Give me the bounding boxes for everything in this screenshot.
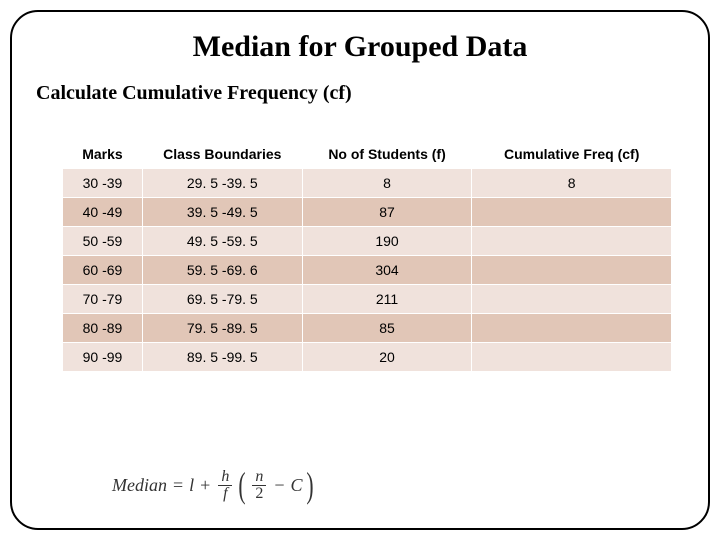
- cell-marks: 70 -79: [63, 285, 143, 314]
- cell-boundaries: 59. 5 -69. 6: [142, 256, 302, 285]
- cell-marks: 60 -69: [63, 256, 143, 285]
- cell-freq: 87: [302, 198, 472, 227]
- formula-two: 2: [252, 486, 266, 502]
- formula-plus: +: [200, 475, 210, 496]
- cell-marks: 90 -99: [63, 343, 143, 372]
- formula-f: f: [220, 486, 230, 502]
- cell-cf: [472, 314, 672, 343]
- table-row: 60 -69 59. 5 -69. 6 304: [63, 256, 672, 285]
- cell-boundaries: 89. 5 -99. 5: [142, 343, 302, 372]
- col-header-boundaries: Class Boundaries: [142, 140, 302, 169]
- cell-freq: 190: [302, 227, 472, 256]
- cell-boundaries: 39. 5 -49. 5: [142, 198, 302, 227]
- cell-freq: 85: [302, 314, 472, 343]
- cell-cf: 8: [472, 169, 672, 198]
- table-row: 90 -99 89. 5 -99. 5 20: [63, 343, 672, 372]
- table-row: 80 -89 79. 5 -89. 5 85: [63, 314, 672, 343]
- fraction-h-over-f: h f: [218, 469, 232, 502]
- cell-cf: [472, 343, 672, 372]
- left-paren-icon: (: [239, 471, 246, 500]
- formula-c: C: [290, 475, 302, 496]
- table-row: 50 -59 49. 5 -59. 5 190: [63, 227, 672, 256]
- formula-minus: −: [274, 475, 284, 496]
- cell-freq: 211: [302, 285, 472, 314]
- col-header-cf: Cumulative Freq (cf): [472, 140, 672, 169]
- page-title: Median for Grouped Data: [36, 30, 684, 64]
- cell-freq: 8: [302, 169, 472, 198]
- cell-cf: [472, 227, 672, 256]
- formula-eq: =: [173, 475, 183, 496]
- slide-frame: Median for Grouped Data Calculate Cumula…: [10, 10, 710, 530]
- cell-marks: 40 -49: [63, 198, 143, 227]
- table-row: 30 -39 29. 5 -39. 5 8 8: [63, 169, 672, 198]
- cell-boundaries: 49. 5 -59. 5: [142, 227, 302, 256]
- table-row: 70 -79 69. 5 -79. 5 211: [63, 285, 672, 314]
- right-paren-icon: ): [307, 471, 314, 500]
- cell-freq: 20: [302, 343, 472, 372]
- table-row: 40 -49 39. 5 -49. 5 87: [63, 198, 672, 227]
- median-formula: Median = l + h f ( n 2 − C ): [112, 469, 316, 502]
- formula-h: h: [218, 469, 232, 486]
- cell-marks: 80 -89: [63, 314, 143, 343]
- cell-boundaries: 29. 5 -39. 5: [142, 169, 302, 198]
- frequency-table: Marks Class Boundaries No of Students (f…: [62, 139, 672, 372]
- cell-marks: 30 -39: [63, 169, 143, 198]
- fraction-n-over-2: n 2: [252, 469, 266, 502]
- cell-cf: [472, 256, 672, 285]
- formula-n: n: [252, 469, 266, 486]
- cell-boundaries: 79. 5 -89. 5: [142, 314, 302, 343]
- formula-lhs: Median: [112, 475, 167, 496]
- col-header-freq: No of Students (f): [302, 140, 472, 169]
- formula-l: l: [189, 475, 194, 496]
- col-header-marks: Marks: [63, 140, 143, 169]
- table-header-row: Marks Class Boundaries No of Students (f…: [63, 140, 672, 169]
- cell-freq: 304: [302, 256, 472, 285]
- cell-marks: 50 -59: [63, 227, 143, 256]
- cell-cf: [472, 285, 672, 314]
- cell-boundaries: 69. 5 -79. 5: [142, 285, 302, 314]
- subtitle: Calculate Cumulative Frequency (cf): [36, 82, 684, 105]
- cell-cf: [472, 198, 672, 227]
